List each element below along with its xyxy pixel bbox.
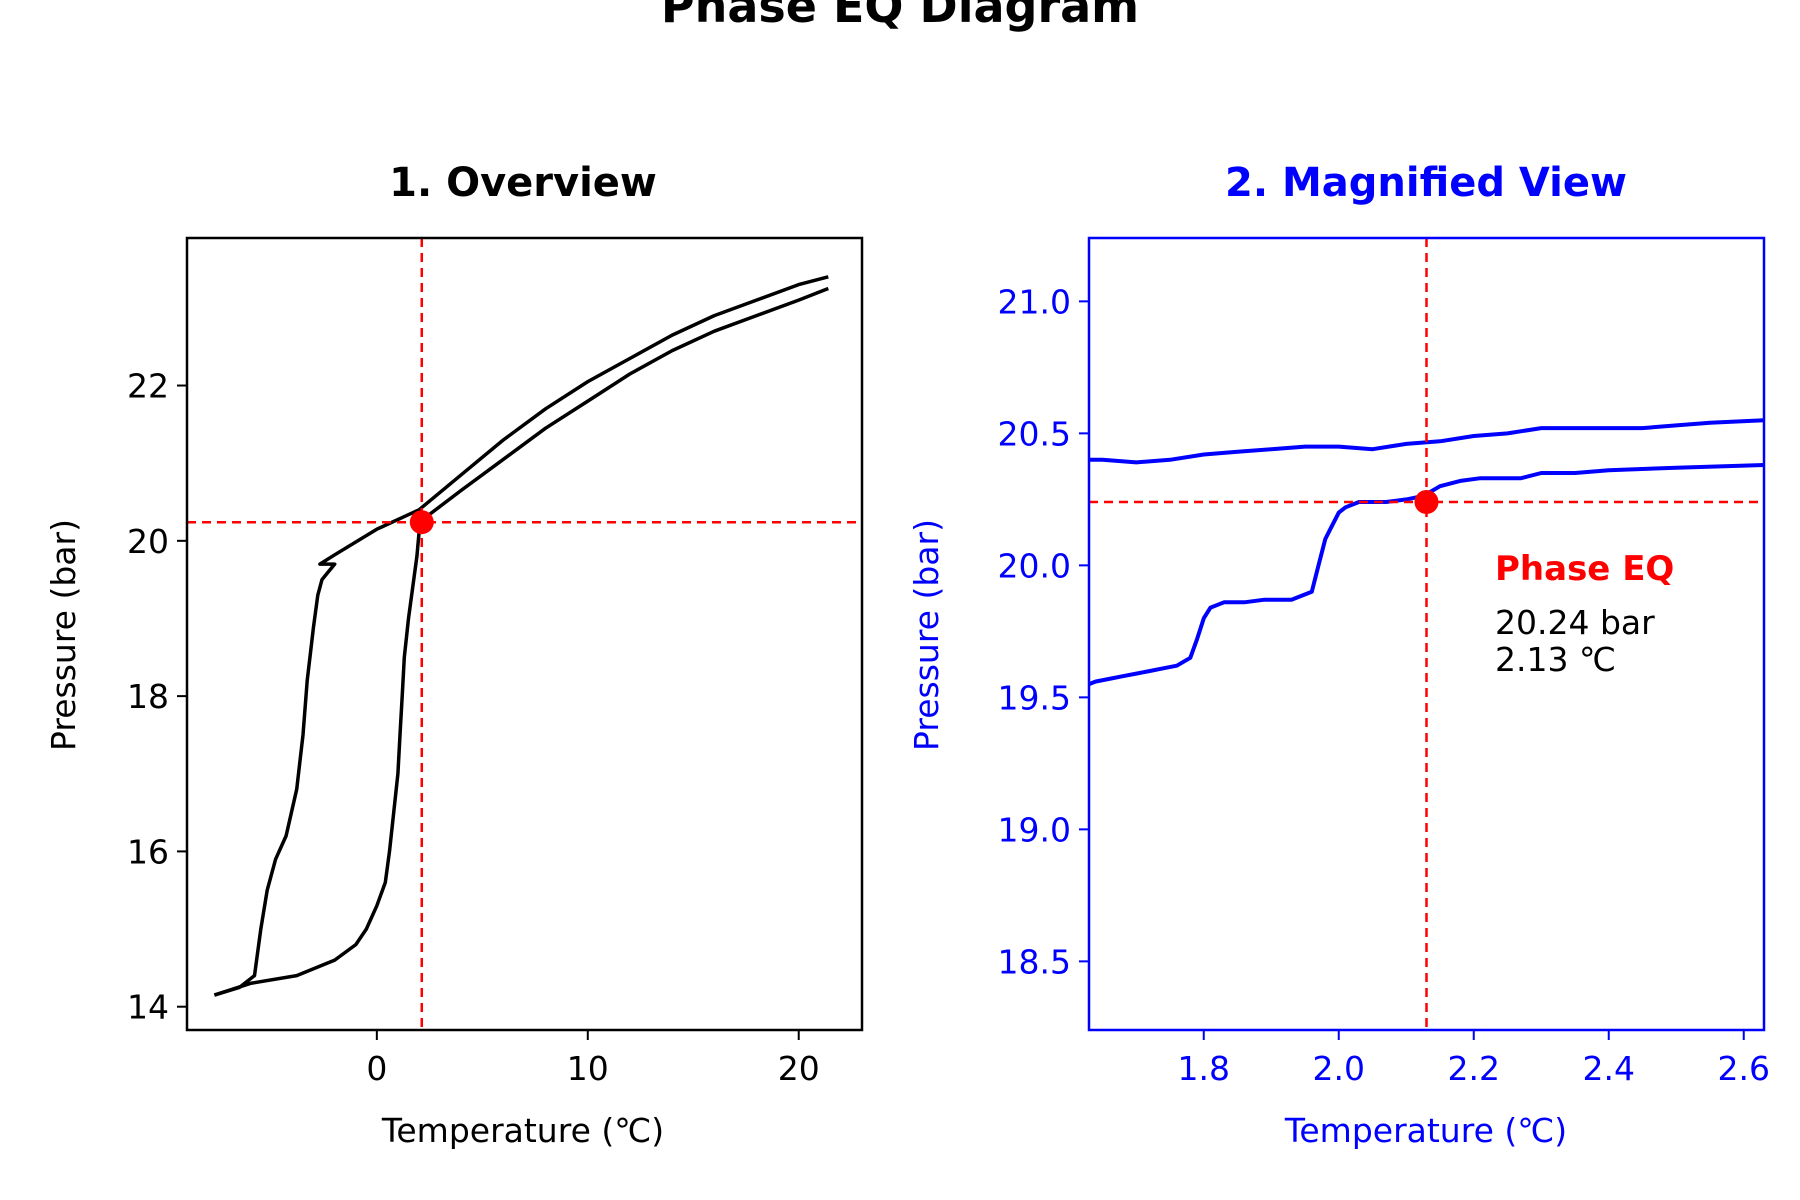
magnified-plot-area bbox=[1089, 238, 1764, 1030]
annotation-pressure: 20.24 bar bbox=[1495, 603, 1655, 642]
overview-ylabel: Pressure (bar) bbox=[44, 519, 83, 751]
magnified-title: 2. Magnified View bbox=[1225, 160, 1627, 206]
overview-xtick-label: 10 bbox=[567, 1049, 609, 1088]
overview-title: 1. Overview bbox=[389, 160, 657, 206]
magnified-xtick-label: 2.6 bbox=[1718, 1049, 1770, 1088]
overview-xlabel: Temperature (℃) bbox=[381, 1111, 664, 1150]
annotation-temperature: 2.13 ℃ bbox=[1495, 640, 1616, 679]
overview-xtick-label: 0 bbox=[366, 1049, 387, 1088]
magnified-ylabel: Pressure (bar) bbox=[907, 519, 946, 751]
overview-ytick-label: 22 bbox=[127, 367, 169, 406]
magnified-xtick-label: 1.8 bbox=[1178, 1049, 1230, 1088]
magnified-ticks: 1.8 2.0 2.2 2.4 2.6 18.5 19.0 19.5 20.0 20.5 21.0 bbox=[998, 282, 1770, 1088]
magnified-ytick-label: 20.5 bbox=[998, 414, 1071, 453]
magnified-ytick-label: 21.0 bbox=[998, 282, 1071, 321]
overview-ticks: 0 10 20 14 16 18 20 22 bbox=[127, 367, 820, 1088]
overview-ytick-label: 14 bbox=[127, 988, 169, 1027]
overview-ytick-label: 16 bbox=[127, 832, 169, 871]
annotation-title: Phase EQ bbox=[1495, 549, 1674, 589]
overview-series-line-2 bbox=[213, 286, 829, 997]
figure-suptitle: Phase EQ Diagram bbox=[661, 0, 1139, 33]
magnified-series-line-1 bbox=[1089, 418, 1764, 465]
overview-panel: 1. Overview 0 10 20 14 16 18 20 22 Temperature … bbox=[44, 160, 864, 1150]
magnified-series-group bbox=[1087, 236, 1766, 1032]
magnified-xlabel: Temperature (℃) bbox=[1284, 1111, 1567, 1150]
overview-axes-frame bbox=[185, 236, 864, 1032]
magnified-series-line-2 bbox=[1089, 463, 1764, 687]
overview-plot-area bbox=[187, 238, 862, 1030]
magnified-ytick-label: 20.0 bbox=[998, 546, 1071, 585]
magnified-panel: 2. Magnified View 1.8 2.0 2.2 2.4 2.6 18.5 19.… bbox=[907, 160, 1770, 1150]
magnified-ytick-label: 18.5 bbox=[998, 942, 1071, 981]
magnified-ytick-label: 19.5 bbox=[998, 678, 1071, 717]
magnified-xtick-label: 2.2 bbox=[1448, 1049, 1500, 1088]
magnified-axes-frame bbox=[1087, 236, 1766, 1032]
overview-xtick-label: 20 bbox=[778, 1049, 820, 1088]
magnified-eq-point bbox=[1414, 490, 1439, 514]
overview-ytick-label: 18 bbox=[127, 677, 169, 716]
magnified-xtick-label: 2.4 bbox=[1583, 1049, 1635, 1088]
magnified-ytick-label: 19.0 bbox=[998, 810, 1071, 849]
magnified-xtick-label: 2.0 bbox=[1313, 1049, 1365, 1088]
overview-series-line-1 bbox=[213, 275, 829, 997]
overview-series-group bbox=[185, 236, 864, 1032]
overview-eq-point bbox=[409, 510, 434, 535]
overview-ytick-label: 20 bbox=[127, 522, 169, 561]
